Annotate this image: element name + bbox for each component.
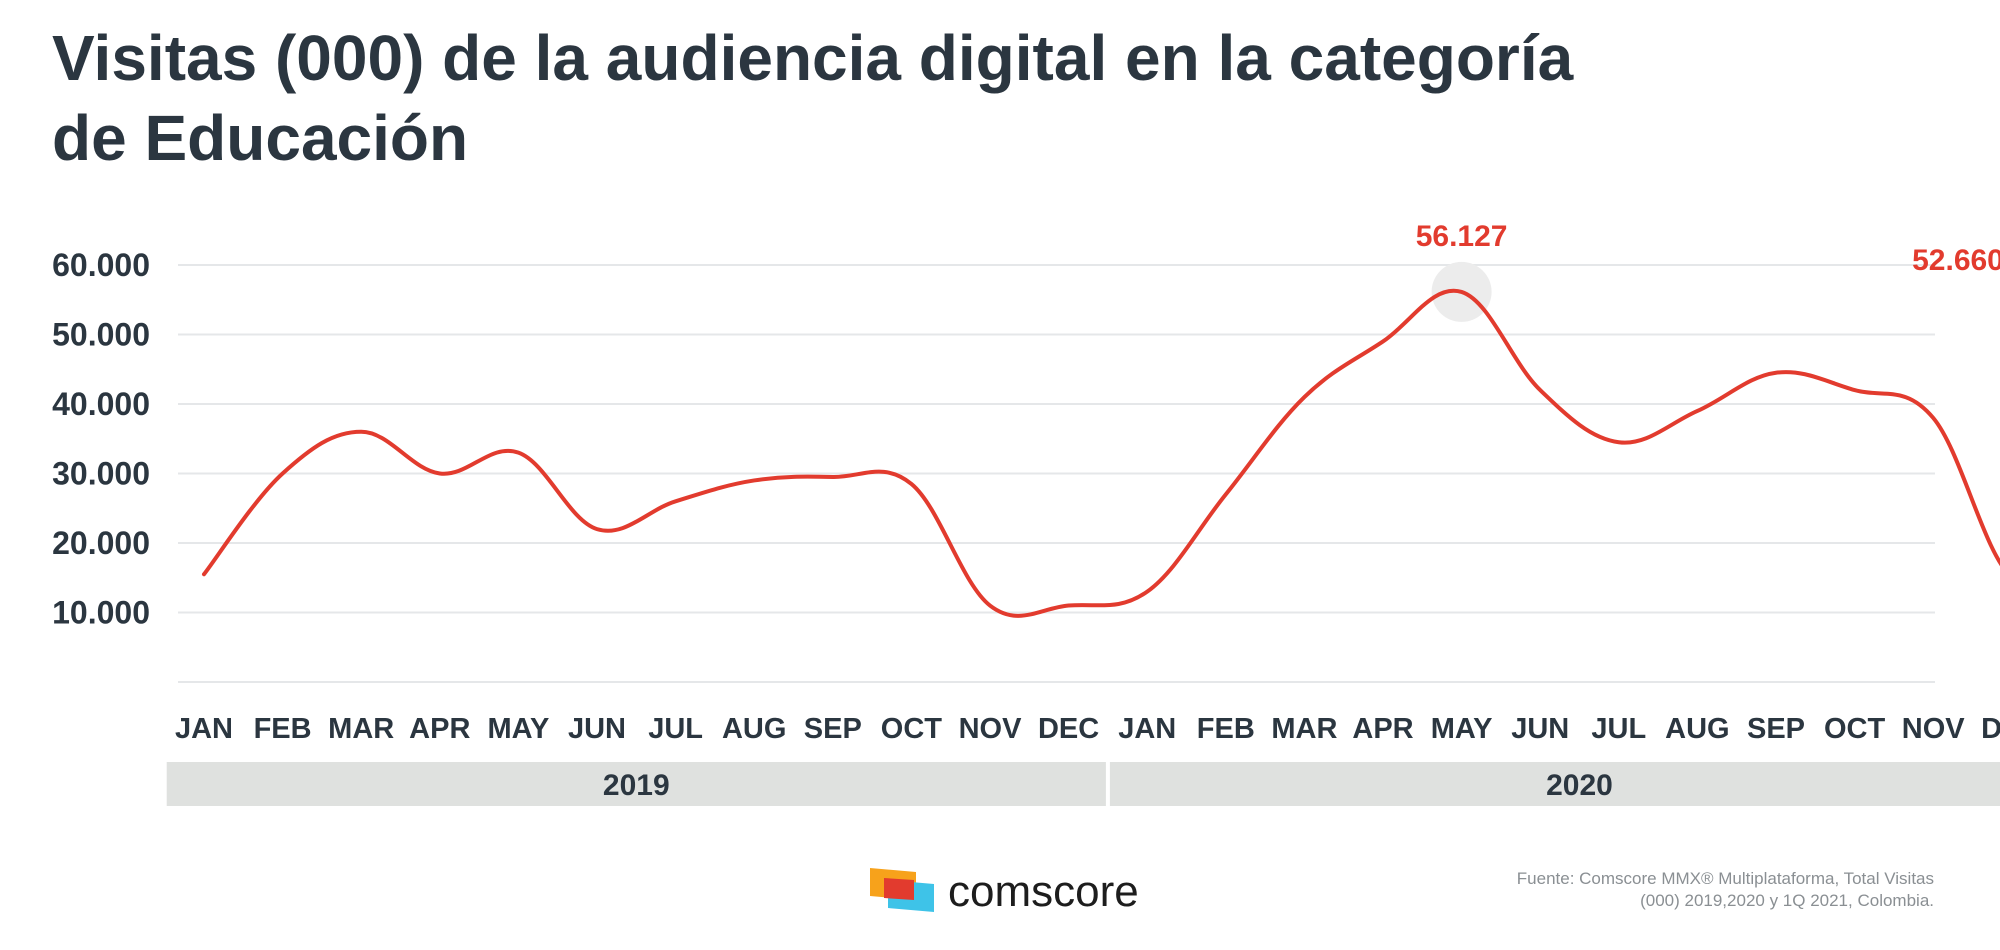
y-tick-label: 40.000 [52,386,150,422]
chart-title-line2: de Educación [52,102,468,174]
year-label: 2019 [603,769,670,802]
x-axis: JAN FEB MAR APR MAY JUN JUL AUG SEP OCT NOV DEC JAN F… [175,713,2000,745]
comscore-logo-icon [870,868,934,912]
x-tick-label: FEB [1197,713,1255,745]
data-label: 56.127 [1416,220,1508,253]
x-tick-label: SEP [1747,713,1805,745]
x-tick-label: MAR [1271,713,1337,745]
y-tick-label: 50.000 [52,317,150,353]
x-tick-label: JAN [1118,713,1176,745]
y-axis: 10.000 20.000 30.000 40.000 50.000 60.000 [52,247,150,631]
comscore-logo: comscore [870,867,1139,916]
x-tick-label: AUG [1665,713,1729,745]
grid [178,264,1935,683]
x-tick-label: NOV [1902,713,1966,745]
source-note-line1: Fuente: Comscore MMX® Multiplataforma, T… [1517,869,1934,888]
chart-title-line1: Visitas (000) de la audiencia digital en… [52,22,1574,94]
x-tick-label: AUG [722,713,786,745]
y-tick-label: 20.000 [52,525,150,561]
year-label: 2020 [1546,769,1613,802]
series-path [202,288,2000,618]
x-tick-label: OCT [881,713,943,745]
x-tick-label: SEP [804,713,862,745]
x-tick-label: APR [409,713,470,745]
y-tick-label: 30.000 [52,456,150,492]
x-tick-label: JUN [568,713,626,745]
y-tick-label: 60.000 [52,247,150,283]
x-tick-label: JUL [1591,713,1646,745]
x-tick-label: NOV [959,713,1023,745]
x-tick-label: MAY [1431,713,1493,745]
annotations: 56.127 52.660 [1416,220,2000,277]
year-band [1109,762,2000,806]
source-note-line2: (000) 2019,2020 y 1Q 2021, Colombia. [1640,891,1934,910]
x-tick-label: OCT [1824,713,1886,745]
x-tick-label: APR [1352,713,1413,745]
x-tick-label: DEC [1981,713,2000,745]
year-band [166,762,1106,806]
x-tick-label: DEC [1038,713,1099,745]
x-tick-label: JUL [648,713,703,745]
data-label: 52.660 [1912,244,2000,277]
x-tick-label: MAY [488,713,550,745]
x-tick-label: MAR [328,713,394,745]
x-tick-label: JAN [175,713,233,745]
y-tick-label: 10.000 [52,595,150,631]
x-tick-label: FEB [254,713,312,745]
brand-name: comscore [948,867,1139,916]
year-bands: 201920202021 [166,762,2000,806]
x-tick-label: JUN [1511,713,1569,745]
series-line [202,288,2000,618]
